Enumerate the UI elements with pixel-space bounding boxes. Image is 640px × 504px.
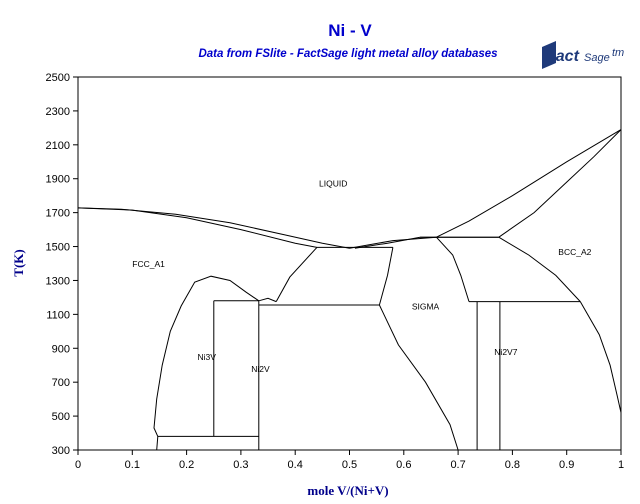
phase-boundary-line [77,207,317,248]
y-tick-label: 500 [52,411,70,423]
y-tick-label: 900 [52,343,70,355]
x-tick-label: 0 [75,459,81,471]
x-axis-label: mole V/(Ni+V) [307,483,388,498]
x-tick-label: 0.8 [505,459,520,471]
phase-boundary-line [275,247,318,302]
y-tick-label: 300 [52,445,70,457]
y-axis: 300 500 700 900 1100 1300 1500 1700 1900 2100 2300… [46,72,78,457]
phase-label: Ni2V7 [494,347,517,357]
phase-boundary-line [378,247,394,306]
phase-boundary-line [153,275,260,437]
y-tick-label: 2100 [46,140,70,152]
phase-label: FCC_A1 [132,259,165,269]
y-tick-label: 1100 [46,309,70,321]
phase-label: LIQUID [319,178,347,188]
phase-boundary-line [77,207,350,249]
phase-boundaries [77,129,622,451]
phase-labels: LIQUID FCC_A1 BCC_A2 SIGMA Ni3V Ni2V Ni2V7 [132,178,591,374]
phase-label: Ni2V [251,364,270,374]
phase-boundary-line [354,236,499,249]
phase-boundary-line [436,129,622,238]
y-tick-label: 1300 [46,275,70,287]
x-tick-label: 0.3 [233,459,248,471]
logo-brand-suffix: Sage [584,52,610,64]
y-tick-label: 1700 [46,208,70,220]
chart-subtitle: Data from FSlite - FactSage light metal … [198,48,497,60]
phase-boundary-line [498,236,581,302]
x-tick-label: 0.9 [559,459,574,471]
x-tick-label: 1 [618,459,624,471]
factsage-logo: Fact Sage tm [542,41,624,69]
x-tick-label: 0.4 [288,459,303,471]
x-axis: 0 0.1 0.2 0.3 0.4 0.5 0.6 0.7 0.8 0.9 1 [75,450,624,471]
phase-label: SIGMA [412,301,440,311]
x-tick-label: 0.2 [179,459,194,471]
x-tick-label: 0.5 [342,459,357,471]
phase-boundary-line [579,301,622,413]
phase-boundary-line [436,236,470,302]
x-tick-label: 0.6 [396,459,411,471]
phase-boundary-line [156,436,159,451]
logo-brand: Fact [546,48,580,65]
x-tick-label: 0.1 [125,459,140,471]
y-tick-label: 1900 [46,174,70,186]
logo-mark-icon [542,41,556,69]
phase-boundary-line [378,304,459,451]
y-tick-label: 2300 [46,106,70,118]
phase-label: Ni3V [197,352,216,362]
x-tick-label: 0.7 [450,459,465,471]
y-tick-label: 700 [52,377,70,389]
phase-boundary-line [498,129,622,238]
chart-title: Ni - V [328,21,372,40]
logo-mark: tm [612,47,624,59]
phase-label: BCC_A2 [558,247,591,257]
y-tick-label: 2500 [46,72,70,84]
phase-boundary-line [258,297,277,303]
y-tick-label: 1500 [46,242,70,254]
phase-boundary-line [349,236,437,249]
y-axis-label: T(K) [11,249,26,276]
